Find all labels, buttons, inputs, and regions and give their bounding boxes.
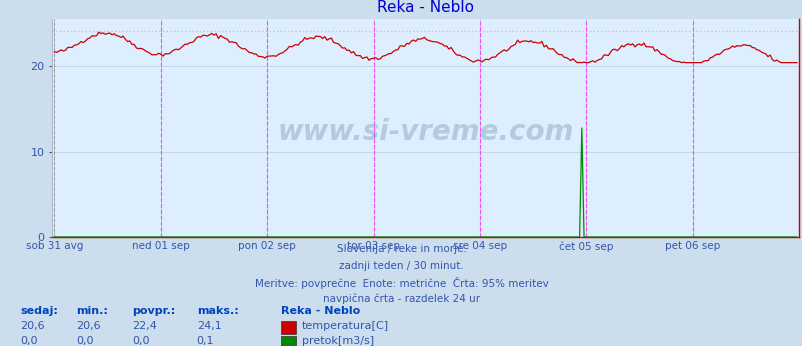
Text: maks.:: maks.: [196,306,238,316]
Text: 20,6: 20,6 [76,321,101,331]
Text: temperatura[C]: temperatura[C] [302,321,388,331]
Text: 22,4: 22,4 [132,321,157,331]
Text: Meritve: povprečne  Enote: metrične  Črta: 95% meritev: Meritve: povprečne Enote: metrične Črta:… [254,277,548,289]
Title: Reka - Neblo: Reka - Neblo [377,0,473,15]
Text: 0,0: 0,0 [132,336,150,346]
Text: pretok[m3/s]: pretok[m3/s] [302,336,374,346]
Text: min.:: min.: [76,306,108,316]
Text: navpična črta - razdelek 24 ur: navpična črta - razdelek 24 ur [322,294,480,304]
Text: 24,1: 24,1 [196,321,221,331]
Text: 20,6: 20,6 [20,321,45,331]
Text: Slovenija / reke in morje.: Slovenija / reke in morje. [336,244,466,254]
Text: zadnji teden / 30 minut.: zadnji teden / 30 minut. [338,261,464,271]
Text: Reka - Neblo: Reka - Neblo [281,306,360,316]
Text: sedaj:: sedaj: [20,306,58,316]
Text: 0,0: 0,0 [20,336,38,346]
Text: www.si-vreme.com: www.si-vreme.com [277,118,573,146]
Text: povpr.:: povpr.: [132,306,176,316]
Text: 0,0: 0,0 [76,336,94,346]
Text: 0,1: 0,1 [196,336,214,346]
